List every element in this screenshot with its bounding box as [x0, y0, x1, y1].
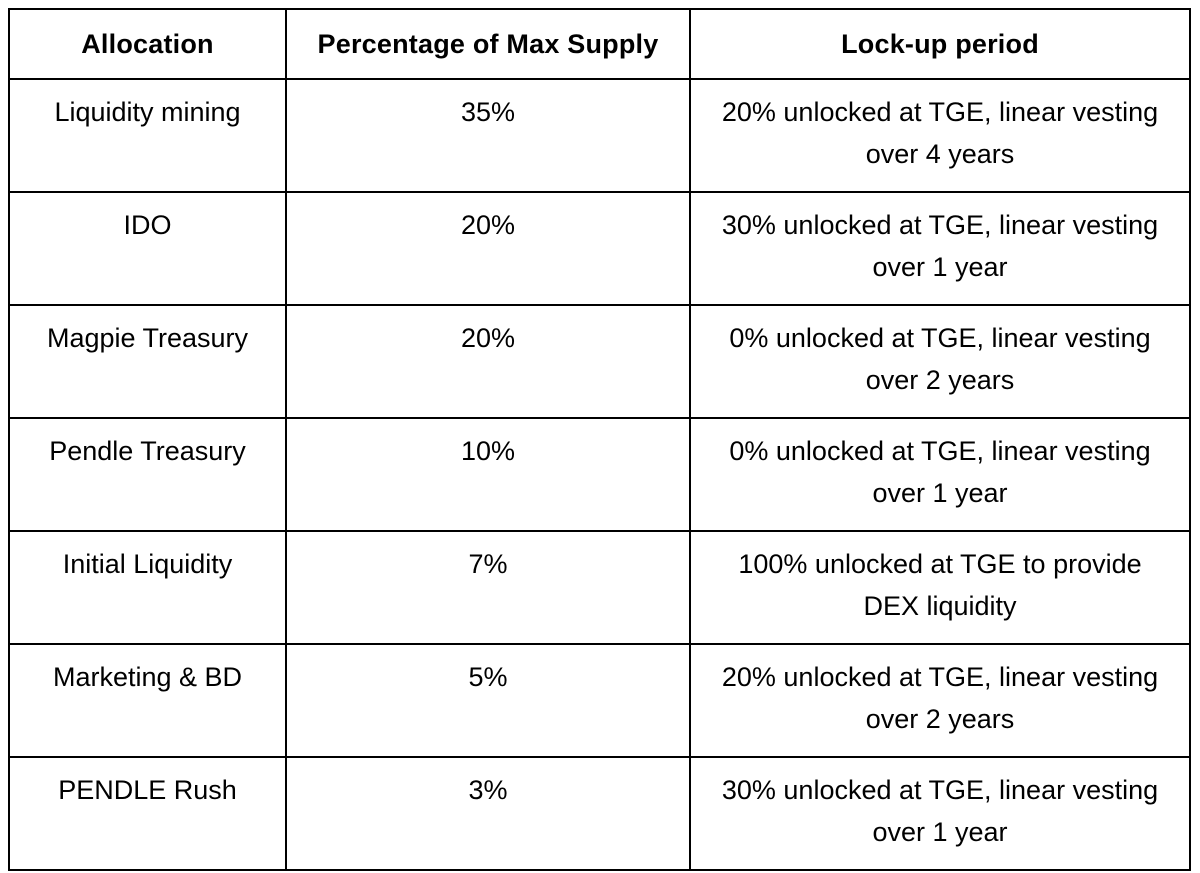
lockup-line-2: over 4 years [865, 139, 1015, 169]
table-row: Marketing & BD 5% 20% unlocked at TGE, l… [8, 643, 1191, 758]
allocation-cell: Marketing & BD [8, 643, 287, 758]
lockup-line-1: 0% unlocked at TGE, linear vesting [729, 323, 1151, 353]
lockup-line-2: over 1 year [872, 252, 1008, 282]
lockup-cell: 0% unlocked at TGE, linear vesting over … [689, 417, 1191, 532]
lockup-line-1: 20% unlocked at TGE, linear vesting [721, 662, 1159, 692]
lockup-cell: 30% unlocked at TGE, linear vesting over… [689, 756, 1191, 871]
token-allocation-table: Allocation Percentage of Max Supply Lock… [8, 8, 1191, 871]
percentage-cell: 7% [285, 530, 691, 645]
allocation-cell: Initial Liquidity [8, 530, 287, 645]
table-row: Initial Liquidity 7% 100% unlocked at TG… [8, 530, 1191, 645]
percentage-cell: 3% [285, 756, 691, 871]
lockup-line-1: 20% unlocked at TGE, linear vesting [721, 97, 1159, 127]
lockup-line-2: DEX liquidity [863, 591, 1017, 621]
percentage-cell: 20% [285, 191, 691, 306]
lockup-line-1: 0% unlocked at TGE, linear vesting [729, 436, 1151, 466]
lockup-cell: 20% unlocked at TGE, linear vesting over… [689, 78, 1191, 193]
lockup-line-2: over 2 years [865, 704, 1015, 734]
percentage-cell: 20% [285, 304, 691, 419]
lockup-cell: 30% unlocked at TGE, linear vesting over… [689, 191, 1191, 306]
allocation-cell: PENDLE Rush [8, 756, 287, 871]
percentage-cell: 10% [285, 417, 691, 532]
percentage-cell: 35% [285, 78, 691, 193]
allocation-cell: IDO [8, 191, 287, 306]
lockup-line-2: over 1 year [872, 478, 1008, 508]
table-row: Magpie Treasury 20% 0% unlocked at TGE, … [8, 304, 1191, 419]
header-lockup: Lock-up period [689, 8, 1191, 80]
allocation-cell: Pendle Treasury [8, 417, 287, 532]
lockup-line-1: 30% unlocked at TGE, linear vesting [721, 210, 1159, 240]
header-percentage: Percentage of Max Supply [285, 8, 691, 80]
lockup-cell: 20% unlocked at TGE, linear vesting over… [689, 643, 1191, 758]
lockup-cell: 100% unlocked at TGE to provide DEX liqu… [689, 530, 1191, 645]
allocation-cell: Liquidity mining [8, 78, 287, 193]
table-row: Pendle Treasury 10% 0% unlocked at TGE, … [8, 417, 1191, 532]
table-row: PENDLE Rush 3% 30% unlocked at TGE, line… [8, 756, 1191, 871]
allocation-cell: Magpie Treasury [8, 304, 287, 419]
lockup-line-1: 30% unlocked at TGE, linear vesting [721, 775, 1159, 805]
table-header-row: Allocation Percentage of Max Supply Lock… [8, 8, 1191, 80]
table-row: Liquidity mining 35% 20% unlocked at TGE… [8, 78, 1191, 193]
lockup-line-2: over 1 year [872, 817, 1008, 847]
lockup-line-1: 100% unlocked at TGE to provide [738, 549, 1142, 579]
table-row: IDO 20% 30% unlocked at TGE, linear vest… [8, 191, 1191, 306]
lockup-cell: 0% unlocked at TGE, linear vesting over … [689, 304, 1191, 419]
header-allocation: Allocation [8, 8, 287, 80]
lockup-line-2: over 2 years [865, 365, 1015, 395]
percentage-cell: 5% [285, 643, 691, 758]
